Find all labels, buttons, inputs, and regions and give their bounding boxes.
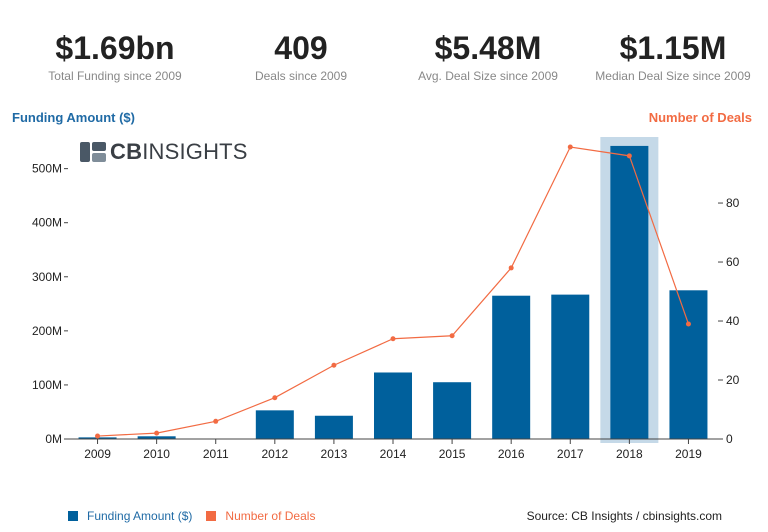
bar-2018 bbox=[610, 145, 649, 439]
y-tick-label: 500M bbox=[32, 162, 62, 176]
legend-swatch-funding bbox=[68, 511, 78, 521]
deals-point-2014 bbox=[390, 336, 396, 342]
x-tick-label: 2019 bbox=[675, 447, 702, 461]
y-tick-label: 400M bbox=[32, 216, 62, 230]
deals-point-2017 bbox=[567, 144, 573, 150]
deals-point-2013 bbox=[331, 362, 337, 368]
kpi-median-deal-size: $1.15M Median Deal Size since 2009 bbox=[578, 28, 768, 84]
deals-point-2011 bbox=[213, 418, 219, 424]
x-tick-label: 2012 bbox=[261, 447, 288, 461]
y-tick-label: 0M bbox=[45, 432, 62, 446]
source-note: Source: CB Insights / cbinsights.com bbox=[526, 509, 722, 523]
cbinsights-logo: CBINSIGHTS bbox=[80, 139, 248, 165]
left-axis-title: Funding Amount ($) bbox=[12, 110, 135, 125]
bar-2014 bbox=[374, 372, 412, 439]
chart-legend: Funding Amount ($) Number of Deals bbox=[68, 509, 329, 523]
kpi-total-funding: $1.69bn Total Funding since 2009 bbox=[20, 28, 210, 84]
x-tick-label: 2014 bbox=[380, 447, 407, 461]
x-tick-label: 2013 bbox=[321, 447, 348, 461]
bar-2016 bbox=[492, 295, 531, 439]
y2-tick-label: 0 bbox=[726, 432, 733, 446]
deals-point-2009 bbox=[95, 433, 101, 439]
y-tick-label: 200M bbox=[32, 324, 62, 338]
kpi-value: 409 bbox=[274, 30, 328, 66]
deals-point-2016 bbox=[508, 265, 514, 271]
deals-point-2012 bbox=[272, 395, 278, 401]
legend-swatch-deals bbox=[206, 511, 217, 521]
kpi-row: $1.69bn Total Funding since 2009 409 Dea… bbox=[0, 28, 768, 92]
kpi-value: $5.48M bbox=[434, 30, 542, 66]
kpi-deals: 409 Deals since 2009 bbox=[206, 28, 396, 84]
cbinsights-logo-icon bbox=[80, 142, 106, 162]
bar-2015 bbox=[433, 382, 472, 439]
legend-item-deals[interactable]: Number of Deals bbox=[206, 509, 315, 523]
kpi-label: Total Funding since 2009 bbox=[48, 69, 182, 83]
bar-2010 bbox=[137, 436, 176, 439]
kpi-label: Deals since 2009 bbox=[254, 69, 348, 83]
deals-point-2019 bbox=[685, 321, 691, 327]
logo-thin-text: INSIGHTS bbox=[142, 139, 248, 164]
deals-point-2010 bbox=[154, 430, 160, 436]
y-tick-label: 300M bbox=[32, 270, 62, 284]
x-tick-label: 2018 bbox=[616, 447, 643, 461]
kpi-value: $1.15M bbox=[619, 30, 727, 66]
x-tick-label: 2016 bbox=[498, 447, 525, 461]
bar-2019 bbox=[669, 290, 708, 439]
bar-2013 bbox=[314, 415, 353, 439]
y2-tick-label: 20 bbox=[726, 373, 740, 387]
legend-item-funding[interactable]: Funding Amount ($) bbox=[68, 509, 192, 523]
x-tick-label: 2010 bbox=[143, 447, 170, 461]
deals-point-2015 bbox=[449, 333, 455, 339]
logo-bold-text: CB bbox=[110, 139, 143, 164]
kpi-avg-deal-size: $5.48M Avg. Deal Size since 2009 bbox=[393, 28, 583, 84]
x-tick-label: 2011 bbox=[203, 447, 229, 461]
y2-tick-label: 80 bbox=[726, 196, 740, 210]
bar-2017 bbox=[551, 294, 590, 439]
kpi-value: $1.69bn bbox=[55, 30, 175, 66]
cbinsights-logo-text: CBINSIGHTS bbox=[110, 139, 248, 165]
legend-label-deals: Number of Deals bbox=[225, 509, 316, 523]
y-tick-label: 100M bbox=[32, 378, 62, 392]
y2-tick-label: 40 bbox=[726, 314, 740, 328]
kpi-label: Avg. Deal Size since 2009 bbox=[418, 69, 558, 83]
deals-point-2018 bbox=[626, 153, 632, 159]
kpi-label: Median Deal Size since 2009 bbox=[595, 69, 751, 83]
x-tick-label: 2009 bbox=[84, 447, 111, 461]
x-tick-label: 2017 bbox=[557, 447, 584, 461]
legend-label-funding: Funding Amount ($) bbox=[87, 509, 193, 523]
x-tick-label: 2015 bbox=[439, 447, 466, 461]
bar-2012 bbox=[255, 410, 294, 439]
y2-tick-label: 60 bbox=[726, 255, 740, 269]
right-axis-title: Number of Deals bbox=[648, 110, 752, 125]
